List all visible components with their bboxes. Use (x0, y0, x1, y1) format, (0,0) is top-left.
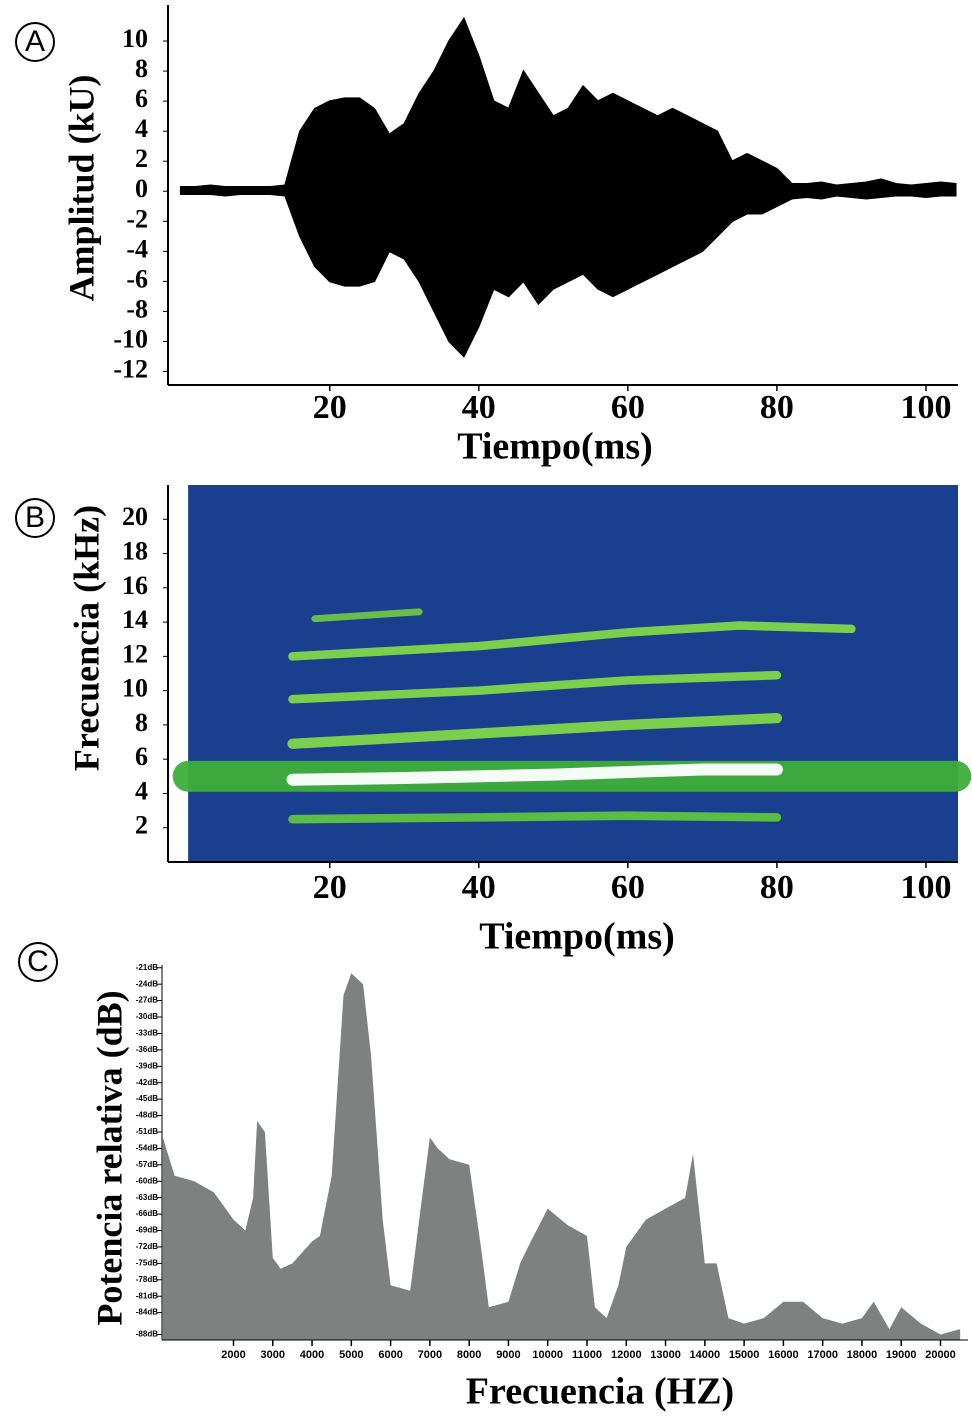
y-tick-label: 18 (122, 537, 148, 566)
x-tick-label: 12000 (611, 1349, 642, 1361)
y-tick-label: 2 (135, 144, 148, 173)
y-tick-label: 6 (135, 742, 148, 771)
y-axis-title: Amplitud (kU) (61, 74, 101, 301)
y-tick-label: -2 (126, 204, 148, 233)
x-tick-label: 9000 (496, 1349, 520, 1361)
y-tick-label: -45dB (136, 1094, 158, 1103)
harmonic-band (288, 621, 856, 661)
y-tick-label: 4 (135, 114, 148, 143)
y-tick-label: -39dB (136, 1061, 158, 1070)
y-tick-label: -84dB (136, 1308, 158, 1317)
y-tick-label: -63dB (136, 1193, 158, 1202)
x-tick-label: 7000 (418, 1349, 442, 1361)
y-tick-label: -57dB (136, 1160, 158, 1169)
y-axis-title: Frecuencia (kHz) (66, 505, 106, 771)
x-tick-label: 11000 (572, 1349, 602, 1361)
y-tick-label: -30dB (136, 1012, 158, 1021)
x-tick-label: 20000 (925, 1349, 956, 1361)
harmonic-band (288, 811, 782, 824)
x-tick-label: 2000 (221, 1349, 245, 1361)
x-tick-label: 5000 (339, 1349, 363, 1361)
y-tick-label: -6 (126, 264, 148, 293)
x-tick-label: 13000 (650, 1349, 681, 1361)
y-tick-label: 10 (122, 24, 148, 53)
y-tick-label: -48dB (136, 1111, 158, 1120)
y-tick-label: -72dB (136, 1242, 158, 1251)
y-tick-label: 4 (135, 776, 148, 805)
x-tick-label: 60 (611, 869, 645, 906)
x-tick-label: 100 (900, 389, 951, 426)
y-tick-label: -42dB (136, 1078, 158, 1087)
panel-badge (15, 22, 55, 62)
y-tick-label: -24dB (136, 979, 158, 988)
y-tick-label: -4 (126, 234, 148, 263)
y-tick-label: 20 (122, 502, 148, 531)
y-tick-label: -81dB (136, 1291, 158, 1300)
y-tick-label: -33dB (136, 1029, 158, 1038)
y-tick-label: 6 (135, 84, 148, 113)
y-tick-label: 16 (122, 571, 148, 600)
x-tick-label: 80 (760, 869, 794, 906)
x-tick-label: 20 (313, 389, 347, 426)
harmonic-band (286, 763, 783, 786)
x-tick-label: 10000 (532, 1349, 563, 1361)
panel-badge (15, 498, 55, 538)
x-axis-title: Tiempo(ms) (457, 426, 653, 468)
y-tick-label: -21dB (136, 963, 158, 972)
y-tick-label: 8 (135, 54, 148, 83)
panel-badge (18, 942, 58, 982)
y-tick-label: -75dB (136, 1258, 158, 1267)
x-tick-label: 17000 (807, 1349, 838, 1361)
x-tick-label: 40 (462, 869, 496, 906)
x-axis-title: Frecuencia (HZ) (466, 1371, 734, 1413)
y-tick-label: 2 (135, 811, 148, 840)
waveform-envelope (179, 190, 957, 358)
x-tick-label: 80 (760, 389, 794, 426)
panel-label: A (25, 25, 45, 58)
y-tick-label: 10 (122, 674, 148, 703)
y-tick-label: -60dB (136, 1176, 158, 1185)
x-tick-label: 40 (462, 389, 496, 426)
x-tick-label: 8000 (457, 1349, 481, 1361)
y-tick-label: 8 (135, 708, 148, 737)
y-tick-label: 14 (122, 605, 148, 634)
spectrogram-background (188, 485, 959, 862)
y-tick-label: 12 (122, 639, 148, 668)
harmonic-band (288, 670, 782, 704)
y-tick-label: -51dB (136, 1127, 158, 1136)
y-tick-label: -36dB (136, 1045, 158, 1054)
y-tick-label: -12 (113, 354, 148, 383)
x-tick-label: 14000 (690, 1349, 721, 1361)
x-tick-label: 19000 (886, 1349, 917, 1361)
y-tick-label: -69dB (136, 1226, 158, 1235)
x-tick-label: 3000 (261, 1349, 285, 1361)
y-tick-label: -10 (113, 324, 148, 353)
y-tick-label: -8 (126, 294, 148, 323)
y-tick-label: -54dB (136, 1144, 158, 1153)
x-tick-label: 6000 (378, 1349, 402, 1361)
waveform-envelope (179, 16, 957, 192)
spectrum-area (162, 973, 961, 1340)
x-axis-title: Tiempo(ms) (479, 916, 675, 958)
panel-label: C (27, 945, 49, 978)
harmonic-band (311, 608, 423, 623)
x-tick-label: 16000 (768, 1349, 799, 1361)
panel-label: B (25, 501, 45, 534)
y-tick-label: -88dB (136, 1330, 158, 1339)
y-tick-label: -27dB (136, 996, 158, 1005)
x-tick-label: 18000 (847, 1349, 878, 1361)
y-tick-label: -78dB (136, 1275, 158, 1284)
y-axis-title: Potencia relativa (dB) (89, 990, 129, 1325)
y-tick-label: -66dB (136, 1209, 158, 1218)
x-tick-label: 15000 (729, 1349, 760, 1361)
x-tick-label: 100 (900, 869, 951, 906)
x-tick-label: 60 (611, 389, 645, 426)
x-tick-label: 20 (313, 869, 347, 906)
y-tick-label: 0 (135, 174, 148, 203)
harmonic-band (287, 712, 783, 749)
x-tick-label: 4000 (300, 1349, 324, 1361)
